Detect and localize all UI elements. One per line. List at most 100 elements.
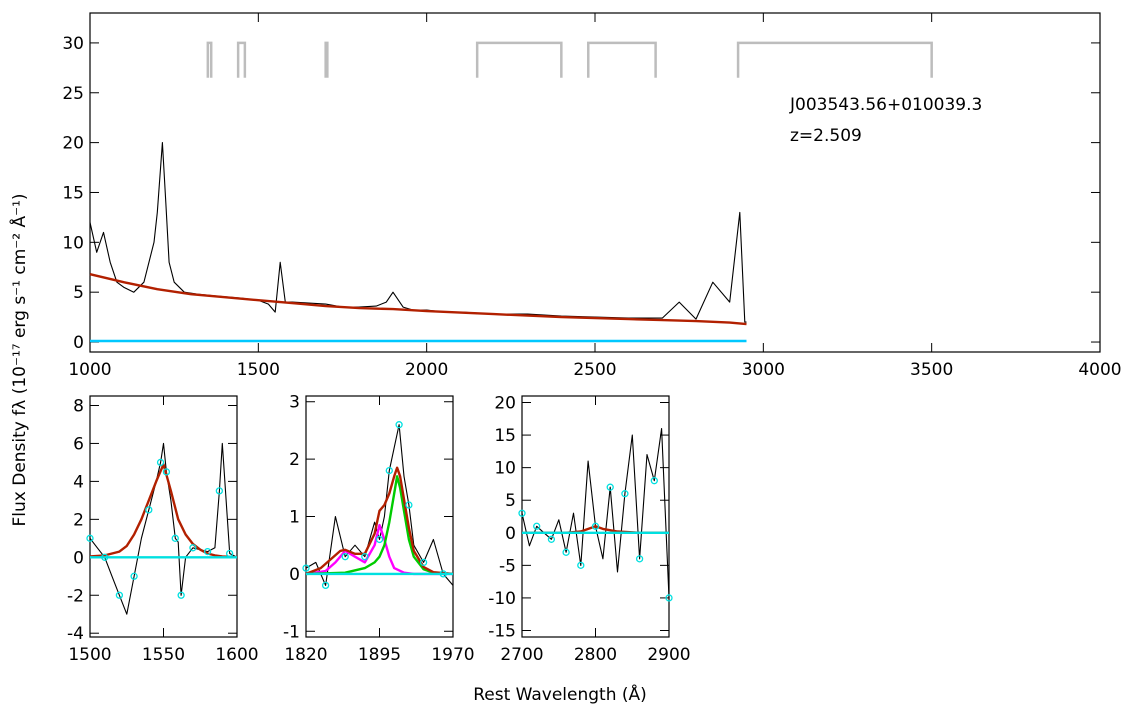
civ-masked-point (145, 506, 153, 514)
ciii-masked-point (361, 553, 369, 561)
fitting-window-bracket (206, 41, 213, 78)
main-x-tick-label: 1000 (68, 360, 111, 380)
mgii-masked-point (562, 548, 570, 556)
ciii-masked-point (341, 553, 349, 561)
mgii-x-tick-label: 2700 (500, 645, 543, 665)
civ-y-tick-label: -4 (67, 624, 84, 644)
fitting-window-bracket (736, 41, 933, 78)
main-x-tick-label: 3000 (742, 360, 785, 380)
ciii-series-line (305, 475, 454, 576)
ciii-masked-point (385, 466, 393, 475)
ciii-x-tick-label: 1970 (431, 645, 474, 665)
mgii-masked-point (577, 561, 585, 570)
ciii-x-tick-label: 1820 (284, 645, 327, 665)
mgii-plot-frame (521, 395, 670, 638)
civ-masked-point (130, 572, 138, 580)
ciii-masked-point (405, 501, 413, 509)
main-series-line (89, 142, 747, 323)
ciii-y-tick-label: -1 (283, 622, 300, 642)
ciii-masked-point (302, 564, 310, 572)
ciii-masked-point (439, 570, 447, 578)
civ-masked-point (156, 458, 165, 467)
main-x-tick-label: 1500 (237, 360, 280, 380)
main-y-tick-label: 25 (62, 84, 84, 104)
mgii-masked-point (650, 477, 658, 485)
civ-masked-point (86, 534, 94, 542)
civ-line-panel: 1500 1550 1600 -4 -2 0 2 4 6 8 (67, 395, 259, 665)
civ-y-tick-label: 0 (73, 548, 84, 568)
x-axis-title: Rest Wavelength (Å) (473, 683, 647, 705)
object-name-annotation: J003543.56+010039.3 (789, 95, 982, 115)
fitting-window-bracket (587, 41, 657, 78)
ciii-masked-point (321, 581, 330, 590)
mgii-masked-point (621, 490, 629, 498)
civ-plot-frame (89, 395, 238, 638)
mgii-x-tick-label: 2900 (647, 645, 690, 665)
mgii-masked-point (533, 522, 541, 530)
civ-y-tick-label: 4 (73, 472, 84, 492)
main-series-line (89, 273, 747, 326)
fitting-window-bracket (236, 41, 247, 78)
mgii-line-panel: 2700 2800 2900 -15 -10 -5 0 5 10 15 20 (488, 394, 690, 665)
mgii-masked-point (591, 522, 600, 530)
civ-masked-point (203, 547, 212, 556)
civ-x-tick-label: 1550 (142, 645, 185, 665)
ciii-line-panel: 1820 1895 1970 -1 0 1 2 3 (283, 393, 475, 665)
civ-masked-point (171, 534, 179, 542)
fitting-window-bracket (324, 41, 329, 78)
y-axis-title: Flux Density fλ (10⁻¹⁷ erg s⁻¹ cm⁻² Å⁻¹) (8, 193, 30, 526)
main-x-tick-label: 4000 (1078, 360, 1121, 380)
civ-series-line (89, 442, 238, 615)
fitting-window-bracket (475, 41, 563, 78)
main-y-tick-label: 15 (62, 183, 84, 203)
main-x-tick-label: 2000 (405, 360, 448, 380)
ciii-x-tick-label: 1895 (358, 645, 401, 665)
ciii-series-line (305, 466, 454, 576)
mgii-series-line (521, 428, 670, 598)
mgii-masked-point (635, 555, 644, 563)
ciii-y-tick-label: 0 (289, 565, 300, 585)
civ-y-tick-label: -2 (67, 586, 84, 606)
main-y-tick-label: 20 (62, 134, 84, 154)
civ-x-tick-label: 1600 (215, 645, 258, 665)
civ-x-tick-label: 1500 (68, 645, 111, 665)
main-plot-frame (89, 12, 1101, 353)
mgii-masked-point (665, 594, 673, 602)
main-y-tick-label: 30 (62, 34, 84, 54)
mgii-y-tick-label: -5 (499, 556, 516, 576)
civ-y-tick-label: 2 (73, 510, 84, 530)
main-x-tick-label: 2500 (573, 360, 616, 380)
mgii-y-tick-label: -10 (488, 589, 516, 609)
mgii-y-tick-label: 10 (494, 459, 516, 479)
civ-masked-point (162, 468, 171, 476)
mgii-masked-point (547, 535, 556, 543)
civ-y-tick-label: 8 (73, 396, 84, 416)
ciii-masked-point (419, 558, 428, 567)
main-spectrum-panel: 1000 1500 2000 2500 3000 3500 4000 0 5 10 15 20 25 30 (62, 12, 1122, 380)
ciii-y-tick-label: 2 (289, 450, 300, 470)
civ-masked-point (215, 487, 224, 495)
main-x-tick-label: 3500 (910, 360, 953, 380)
mgii-y-tick-label: -15 (488, 621, 516, 641)
mgii-masked-point (606, 483, 614, 491)
civ-y-tick-label: 6 (73, 434, 84, 454)
ciii-masked-point (395, 421, 403, 429)
civ-masked-point (101, 553, 109, 561)
main-y-tick-label: 5 (73, 283, 84, 303)
civ-masked-point (189, 544, 197, 552)
mgii-x-tick-label: 2800 (574, 645, 617, 665)
mgii-y-tick-label: 5 (505, 491, 516, 511)
ciii-y-tick-label: 1 (289, 508, 300, 528)
ciii-masked-point (375, 535, 384, 544)
mgii-y-tick-label: 0 (505, 524, 516, 544)
main-y-tick-label: 0 (73, 333, 84, 353)
civ-masked-point (115, 591, 124, 599)
redshift-annotation: z=2.509 (790, 126, 862, 146)
mgii-masked-point (518, 509, 526, 517)
mgii-y-tick-label: 15 (494, 426, 516, 446)
civ-masked-point (225, 549, 234, 558)
civ-masked-point (177, 591, 185, 599)
ciii-y-tick-label: 3 (289, 393, 300, 413)
main-y-tick-label: 10 (62, 233, 84, 253)
